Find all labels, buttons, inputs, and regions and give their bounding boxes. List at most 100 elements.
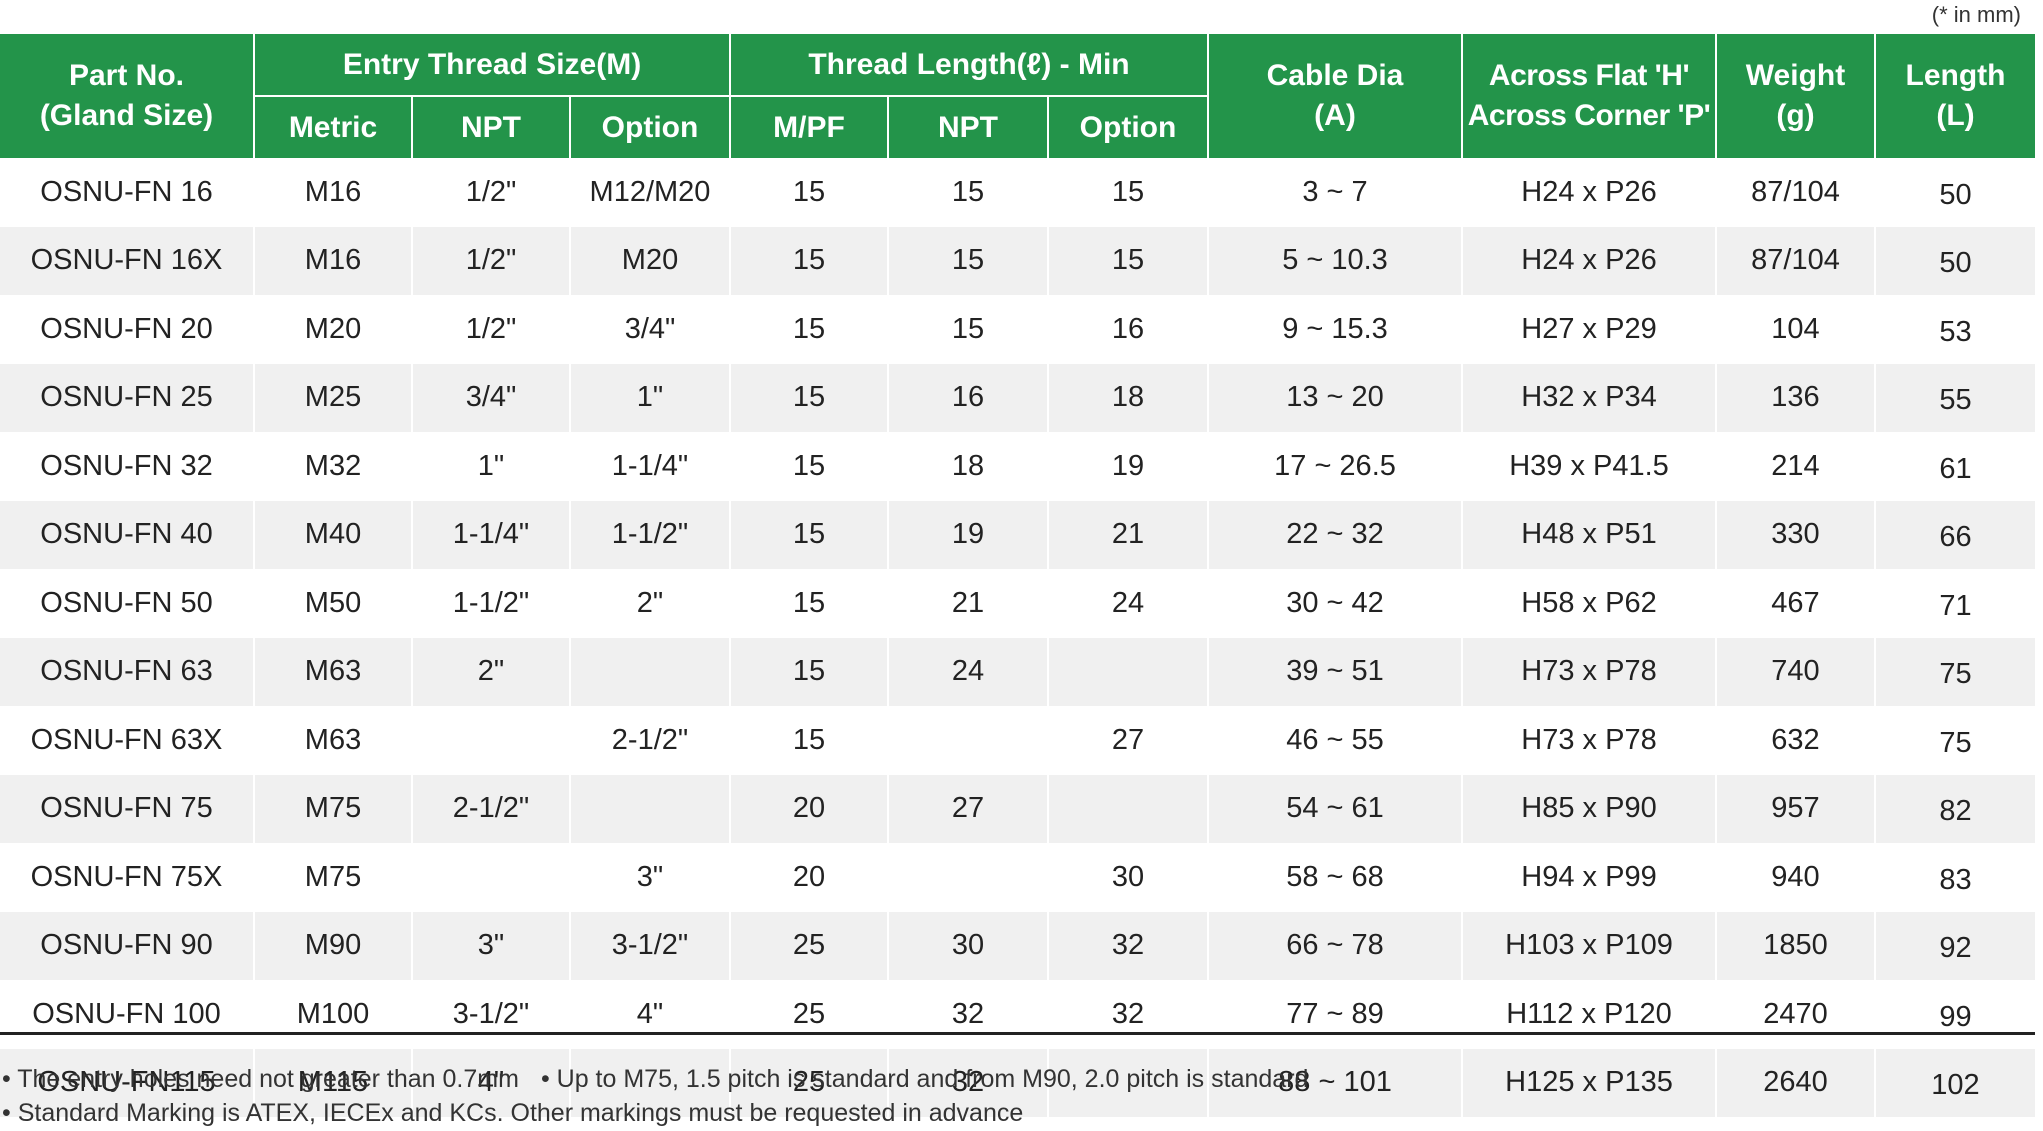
npt-cell: 2" bbox=[411, 637, 570, 706]
across-flat-cell: H112 x P120 bbox=[1461, 980, 1716, 1049]
metric-cell: M100 bbox=[253, 980, 412, 1049]
weight-cell: 957 bbox=[1715, 774, 1875, 843]
thread-option-cell: 30 bbox=[1047, 843, 1208, 912]
weight-header: Weight (g) bbox=[1715, 34, 1875, 158]
cable-dia-cell: 39 ~ 51 bbox=[1207, 637, 1462, 706]
mpf-cell: 20 bbox=[729, 843, 888, 912]
metric-cell: M63 bbox=[253, 706, 412, 775]
length-header: Length (L) bbox=[1874, 34, 2035, 158]
cable-dia-cell: 13 ~ 20 bbox=[1207, 363, 1462, 432]
table-row: OSNU-FN 16X M16 1/2" M20 15 15 15 5 ~ 10.3 H24 x… bbox=[0, 226, 2035, 295]
thread-npt-cell: 32 bbox=[887, 1048, 1048, 1117]
note-entry-holes: • The entry holes need not greater than … bbox=[2, 1065, 519, 1093]
mpf-cell: 15 bbox=[729, 706, 888, 775]
metric-cell: M16 bbox=[253, 158, 412, 227]
cable-dia-cell: 77 ~ 89 bbox=[1207, 980, 1462, 1049]
notes: • The entry holes need not greater than … bbox=[2, 1062, 1308, 1130]
mpf-subheader: M/PF bbox=[729, 95, 888, 158]
cable-dia-cell: 46 ~ 55 bbox=[1207, 706, 1462, 775]
weight-cell: 2470 bbox=[1715, 980, 1875, 1049]
mpf-cell: 20 bbox=[729, 774, 888, 843]
mpf-cell: 15 bbox=[729, 432, 888, 501]
option-cell: 1" bbox=[569, 363, 730, 432]
length-cell: 50 bbox=[1874, 226, 2035, 295]
npt-cell: 1-1/4" bbox=[411, 500, 570, 569]
length-cell: 55 bbox=[1874, 363, 2035, 432]
mpf-cell: 15 bbox=[729, 363, 888, 432]
table-row: OSNU-FN 75 M75 2-1/2" 20 27 54 ~ 61 H85 x P90 9… bbox=[0, 774, 2035, 843]
option-cell: 3/4" bbox=[569, 295, 730, 364]
thread-option-cell: 21 bbox=[1047, 500, 1208, 569]
cable-dia-cell: 22 ~ 32 bbox=[1207, 500, 1462, 569]
table-row: OSNU-FN 20 M20 1/2" 3/4" 15 15 16 9 ~ 15.3 H27 x… bbox=[0, 295, 2035, 364]
thread-option-cell bbox=[1047, 1048, 1208, 1117]
npt-cell: 2-1/2" bbox=[411, 774, 570, 843]
weight-cell: 940 bbox=[1715, 843, 1875, 912]
across-flat-cell: H85 x P90 bbox=[1461, 774, 1716, 843]
across-flat-cell: H58 x P62 bbox=[1461, 569, 1716, 638]
npt-cell bbox=[411, 706, 570, 775]
option-cell bbox=[569, 774, 730, 843]
unit-note: (* in mm) bbox=[1931, 2, 2021, 27]
table-row: OSNU-FN115 M115 4" 25 32 88 ~ 101 H125 x P135 2… bbox=[0, 1048, 2035, 1117]
thread-option-cell: 19 bbox=[1047, 432, 1208, 501]
part-no-header: Part No. (Gland Size) bbox=[0, 34, 254, 158]
length-cell: 50 bbox=[1874, 158, 2035, 227]
metric-cell: M40 bbox=[253, 500, 412, 569]
table-row: OSNU-FN 32 M32 1" 1-1/4" 15 18 19 17 ~ 26.5 H39 … bbox=[0, 432, 2035, 501]
npt-cell: 1/2" bbox=[411, 226, 570, 295]
cable-dia-cell: 66 ~ 78 bbox=[1207, 911, 1462, 980]
cable-dia-header: Cable Dia (A) bbox=[1207, 34, 1462, 158]
part-no-cell: OSNU-FN 63 bbox=[0, 637, 254, 706]
part-no-cell: OSNU-FN 75 bbox=[0, 774, 254, 843]
npt-cell: 1" bbox=[411, 432, 570, 501]
thread-npt-cell: 30 bbox=[887, 911, 1048, 980]
part-no-cell: OSNU-FN 75X bbox=[0, 843, 254, 912]
cable-dia-cell: 5 ~ 10.3 bbox=[1207, 226, 1462, 295]
weight-cell: 632 bbox=[1715, 706, 1875, 775]
thread-npt-cell bbox=[887, 706, 1048, 775]
npt-subheader: NPT bbox=[411, 95, 570, 158]
table-row: OSNU-FN 90 M90 3" 3-1/2" 25 30 32 66 ~ 78 H103 x… bbox=[0, 911, 2035, 980]
option-cell: 2" bbox=[569, 569, 730, 638]
metric-cell: M75 bbox=[253, 774, 412, 843]
across-flat-cell: H24 x P26 bbox=[1461, 226, 1716, 295]
metric-cell: M90 bbox=[253, 911, 412, 980]
across-flat-cell: H39 x P41.5 bbox=[1461, 432, 1716, 501]
part-no-cell: OSNU-FN 25 bbox=[0, 363, 254, 432]
option-cell bbox=[569, 1048, 730, 1117]
thread-option-cell: 24 bbox=[1047, 569, 1208, 638]
part-no-cell: OSNU-FN 63X bbox=[0, 706, 254, 775]
thread-option-cell: 27 bbox=[1047, 706, 1208, 775]
option-cell: 2-1/2" bbox=[569, 706, 730, 775]
across-flat-cell: H32 x P34 bbox=[1461, 363, 1716, 432]
table-row: OSNU-FN 75X M75 3" 20 30 58 ~ 68 H94 x P99 940 8… bbox=[0, 843, 2035, 912]
across-flat-cell: H27 x P29 bbox=[1461, 295, 1716, 364]
cable-dia-cell: 88 ~ 101 bbox=[1207, 1048, 1462, 1117]
thread-npt-cell: 15 bbox=[887, 295, 1048, 364]
npt-cell: 3" bbox=[411, 911, 570, 980]
across-flat-cell: H125 x P135 bbox=[1461, 1048, 1716, 1117]
metric-subheader: Metric bbox=[253, 95, 412, 158]
table-row: OSNU-FN 63 M63 2" 15 24 39 ~ 51 H73 x P78 740 75 bbox=[0, 637, 2035, 706]
part-no-cell: OSNU-FN 16X bbox=[0, 226, 254, 295]
note-pitch: • Up to M75, 1.5 pitch is standard and f… bbox=[540, 1065, 1309, 1093]
option-cell: M20 bbox=[569, 226, 730, 295]
entry-thread-header: Entry Thread Size(M) bbox=[253, 34, 730, 96]
npt-cell bbox=[411, 843, 570, 912]
thread-npt-cell bbox=[887, 843, 1048, 912]
length-cell: 75 bbox=[1874, 706, 2035, 775]
weight-cell: 330 bbox=[1715, 500, 1875, 569]
part-no-cell: OSNU-FN 90 bbox=[0, 911, 254, 980]
metric-cell: M63 bbox=[253, 637, 412, 706]
npt-cell: 3-1/2" bbox=[411, 980, 570, 1049]
thread-option-cell: 32 bbox=[1047, 911, 1208, 980]
specification-table: Part No. (Gland Size) Entry Thread Size(… bbox=[0, 34, 2035, 1117]
mpf-cell: 15 bbox=[729, 158, 888, 227]
table-body: OSNU-FN 16 M16 1/2" M12/M20 15 15 15 3 ~ 7 H24 x… bbox=[0, 158, 2035, 1117]
metric-cell: M25 bbox=[253, 363, 412, 432]
across-flat-cell: H48 x P51 bbox=[1461, 500, 1716, 569]
table-row: OSNU-FN 63X M63 2-1/2" 15 27 46 ~ 55 H73 x P78… bbox=[0, 706, 2035, 775]
table-header: Part No. (Gland Size) Entry Thread Size(… bbox=[0, 34, 2035, 158]
option-cell: 1-1/4" bbox=[569, 432, 730, 501]
